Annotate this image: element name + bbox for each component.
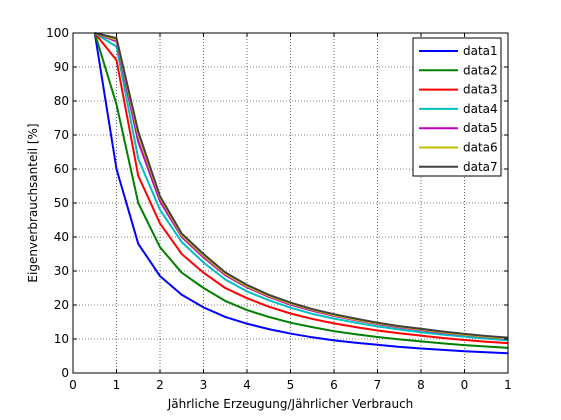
legend-label-data6: data6 <box>463 141 498 155</box>
x-tick-label: 4 <box>243 378 251 392</box>
y-tick-label: 60 <box>54 162 69 176</box>
x-tick-label: 3 <box>200 378 208 392</box>
legend: data1 data2 data3 data4 data5 data6 data7 <box>412 37 502 177</box>
series-line-data4 <box>94 32 509 342</box>
y-tick-label: 40 <box>54 230 69 244</box>
y-tick-label: 30 <box>54 264 69 278</box>
x-tick-label: 6 <box>330 378 338 392</box>
x-tick-label: 0 <box>461 378 469 392</box>
legend-label-data1: data1 <box>463 44 498 58</box>
series-line-data7 <box>94 32 509 339</box>
x-tick-label: 1 <box>504 378 512 392</box>
y-tick-label: 10 <box>54 332 69 346</box>
legend-label-data7: data7 <box>463 160 498 174</box>
legend-label-data2: data2 <box>463 63 498 77</box>
y-tick-label: 100 <box>46 26 69 40</box>
series-line-data1 <box>93 32 509 355</box>
x-tick-label: 8 <box>417 378 425 392</box>
series-line-data2 <box>93 32 509 349</box>
x-tick-label: 5 <box>287 378 295 392</box>
legend-label-data4: data4 <box>463 102 498 116</box>
x-tick-label: 2 <box>156 378 164 392</box>
y-tick-label: 80 <box>54 94 69 108</box>
y-tick-label: 90 <box>54 60 69 74</box>
y-tick-label: 0 <box>61 366 69 380</box>
x-axis-label: Jährliche Erzeugung/Jährlicher Verbrauch <box>167 397 414 411</box>
y-axis-label: Eigenverbrauchsanteil [%] <box>26 123 40 282</box>
grid <box>73 33 508 373</box>
x-tick-label: 0 <box>69 378 77 392</box>
y-tick-label: 20 <box>54 298 69 312</box>
y-tick-label: 50 <box>54 196 69 210</box>
legend-label-data5: data5 <box>463 121 498 135</box>
series-lines <box>93 32 509 355</box>
y-tick-label: 70 <box>54 128 69 142</box>
x-tick-label: 1 <box>113 378 121 392</box>
series-line-data3 <box>93 32 509 345</box>
x-tick-label: 7 <box>374 378 382 392</box>
legend-box <box>412 37 502 177</box>
legend-label-data3: data3 <box>463 83 498 97</box>
